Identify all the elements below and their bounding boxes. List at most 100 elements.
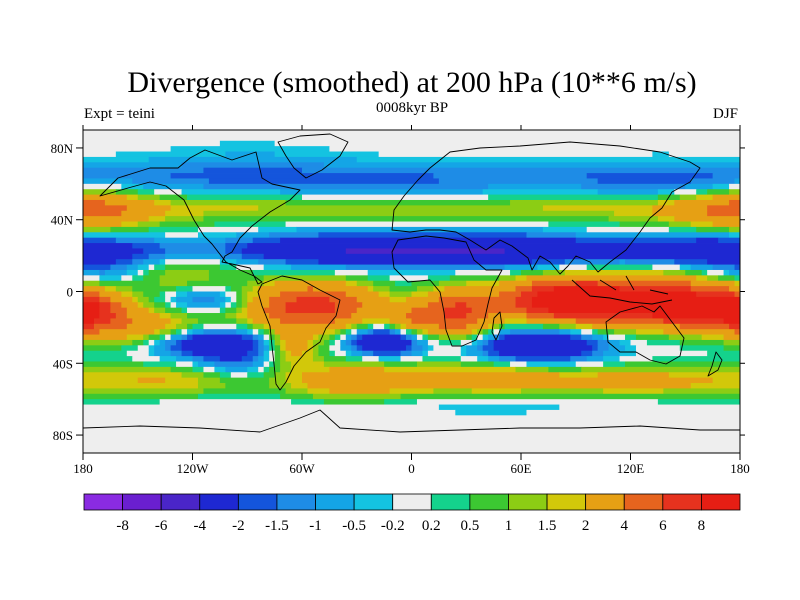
field-cell (99, 275, 122, 282)
field-cell (619, 339, 631, 346)
field-cell (121, 291, 133, 298)
field-cell (165, 291, 177, 298)
field-cell (422, 356, 462, 362)
field-cell (652, 151, 670, 158)
field-cell (181, 307, 188, 314)
field-cell (241, 296, 248, 303)
field-cell (318, 232, 527, 239)
field-cell (83, 291, 100, 298)
field-cell (679, 264, 692, 271)
field-cell (181, 162, 325, 169)
field-cell (170, 173, 434, 179)
field-cell (668, 226, 697, 233)
field-cell (252, 318, 281, 325)
field-cell (203, 323, 237, 330)
x-tick-label: 120E (617, 461, 645, 476)
field-cell (165, 216, 204, 222)
field-cell (422, 329, 429, 335)
field-cell (559, 404, 740, 411)
field-cell (165, 323, 177, 330)
field-cell (154, 339, 161, 346)
field-cell (258, 329, 265, 335)
field-cell (406, 329, 412, 335)
field-cell (345, 264, 505, 271)
field-cell (466, 323, 489, 330)
field-cell (619, 350, 637, 357)
field-cell (285, 388, 308, 395)
field-cell (165, 210, 204, 217)
colorbar-label: 8 (698, 518, 706, 534)
field-cell (488, 194, 659, 201)
field-cell (657, 399, 740, 405)
field-cell (263, 280, 276, 287)
field-cell (373, 286, 391, 292)
field-cell (83, 253, 133, 260)
field-cell (263, 264, 292, 271)
field-cell (99, 329, 155, 335)
field-cell (493, 334, 500, 341)
field-cell (663, 329, 735, 335)
field-cell (597, 189, 659, 195)
field-cell (104, 286, 117, 292)
field-cell (723, 345, 740, 352)
field-cell (126, 205, 171, 212)
field-cell (334, 334, 341, 341)
field-cell (575, 280, 599, 287)
field-cell (526, 318, 577, 325)
field-cell (679, 323, 730, 330)
field-cell (280, 393, 314, 400)
field-cell (170, 146, 330, 152)
field-cell (83, 189, 117, 195)
field-cell (219, 302, 226, 309)
field-cell (203, 183, 489, 190)
field-cell (219, 253, 243, 260)
field-cell (236, 232, 270, 239)
field-cell (542, 205, 653, 212)
field-cell (225, 296, 232, 303)
field-cell (575, 232, 730, 239)
field-cell (126, 323, 166, 330)
field-cell (132, 253, 150, 260)
field-cell (488, 313, 527, 319)
field-cell (614, 329, 637, 335)
x-tick-label: 120W (177, 461, 210, 476)
field-cell (165, 259, 221, 265)
field-cell (696, 189, 708, 195)
field-cell (581, 334, 593, 341)
field-cell (263, 356, 270, 362)
field-cell (356, 323, 369, 330)
field-cell (285, 302, 336, 309)
field-cell (176, 361, 193, 368)
field-cell (225, 307, 237, 314)
field-cell (488, 183, 582, 190)
field-cell (115, 313, 128, 319)
field-cell (83, 372, 182, 379)
field-cell (477, 345, 484, 352)
field-cell (367, 286, 374, 292)
field-cell (197, 232, 237, 239)
field-cell (219, 372, 232, 379)
field-cell (515, 286, 533, 292)
field-cell (416, 334, 423, 341)
field-cell (707, 350, 740, 357)
field-cell (603, 350, 620, 357)
field-cell (531, 296, 740, 303)
field-cell (712, 264, 735, 271)
field-cell (83, 313, 100, 319)
field-cell (526, 307, 549, 314)
field-cell (159, 194, 188, 201)
field-cell (165, 248, 226, 255)
field-cell (499, 280, 533, 287)
field-cell (263, 366, 270, 373)
field-cell (143, 183, 204, 190)
field-cell (307, 339, 314, 346)
field-cell (521, 388, 604, 395)
field-cell (252, 356, 259, 362)
field-cell (652, 313, 740, 319)
field-cell (258, 350, 265, 357)
field-cell (121, 345, 139, 352)
field-cell (154, 302, 166, 309)
field-cell (482, 334, 489, 341)
field-cell (499, 329, 511, 335)
field-cell (575, 323, 593, 330)
